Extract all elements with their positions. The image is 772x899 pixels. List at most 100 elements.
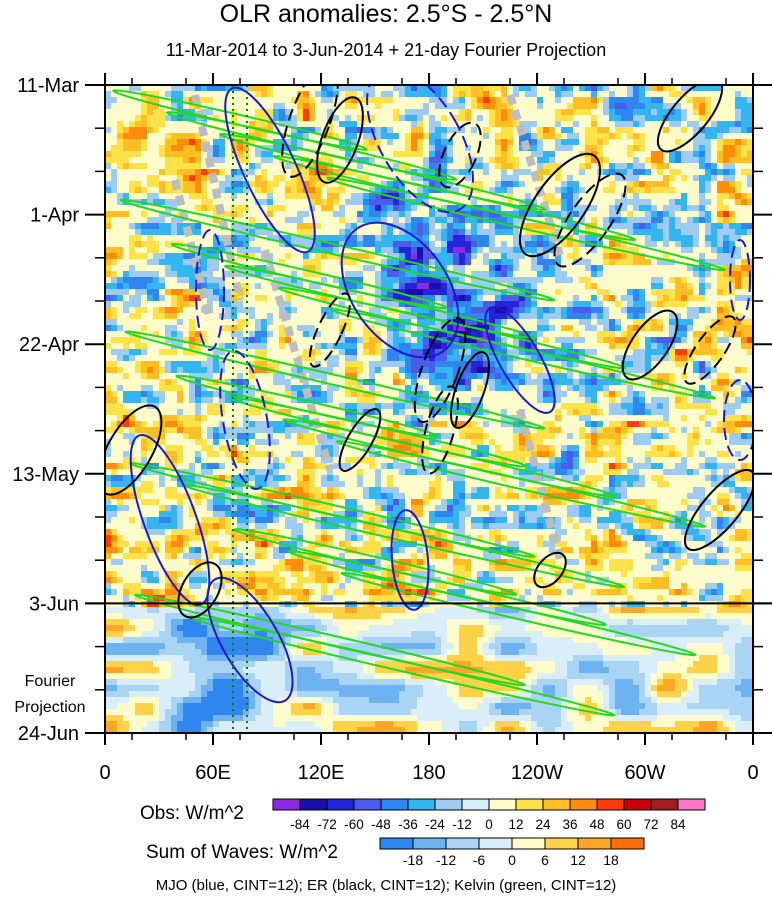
field-cell: [537, 157, 543, 163]
field-cell: [327, 247, 333, 253]
field-cell: [381, 283, 387, 289]
field-cell: [615, 439, 621, 445]
field-cell: [591, 121, 597, 127]
field-cell: [177, 229, 183, 235]
field-cell: [555, 259, 561, 265]
field-cell: [465, 91, 471, 97]
field-cell: [399, 493, 405, 499]
field-cell: [141, 133, 147, 139]
field-cell: [735, 535, 741, 541]
field-cell: [477, 97, 483, 103]
field-cell: [597, 439, 603, 445]
field-cell: [513, 157, 519, 163]
field-cell: [495, 247, 501, 253]
field-cell: [195, 433, 201, 439]
field-cell: [741, 121, 747, 127]
field-cell: [549, 127, 555, 133]
field-cell: [483, 205, 489, 211]
field-cell: [705, 439, 711, 445]
field-cell: [411, 145, 417, 151]
field-cell: [387, 211, 393, 217]
field-cell: [291, 115, 297, 121]
field-cell: [219, 157, 225, 163]
field-cell: [477, 409, 483, 415]
field-cell: [567, 91, 573, 97]
field-cell: [237, 493, 243, 499]
field-cell: [543, 475, 549, 481]
field-cell: [117, 163, 123, 169]
field-cell: [651, 421, 657, 427]
field-cell: [441, 211, 447, 217]
field-cell: [561, 223, 567, 229]
field-cell: [195, 169, 201, 175]
field-cell: [459, 499, 465, 505]
field-cell: [621, 397, 627, 403]
field-cell: [123, 277, 129, 283]
field-cell: [267, 493, 273, 499]
field-cell: [609, 259, 615, 265]
field-cell: [471, 247, 477, 253]
field-cell: [489, 301, 495, 307]
field-cell: [603, 139, 609, 145]
field-cell: [723, 181, 729, 187]
field-cell: [339, 517, 345, 523]
field-cell: [675, 109, 681, 115]
field-cell: [423, 331, 429, 337]
field-cell: [429, 247, 435, 253]
field-cell: [627, 199, 633, 205]
field-cell: [297, 193, 303, 199]
field-cell: [453, 115, 459, 121]
field-cell: [417, 241, 423, 247]
field-cell: [471, 187, 477, 193]
field-cell: [447, 139, 453, 145]
field-cell: [147, 199, 153, 205]
field-cell: [687, 121, 693, 127]
field-cell: [309, 175, 315, 181]
field-cell: [579, 259, 585, 265]
field-cell: [651, 475, 657, 481]
field-cell: [171, 169, 177, 175]
field-cell: [573, 199, 579, 205]
field-cell: [687, 313, 693, 319]
field-cell: [183, 421, 189, 427]
field-cell: [129, 253, 135, 259]
field-cell: [183, 337, 189, 343]
field-cell: [411, 529, 417, 535]
field-cell: [141, 307, 147, 313]
field-cell: [297, 469, 303, 475]
field-cell: [501, 451, 507, 457]
field-cell: [573, 103, 579, 109]
field-cell: [531, 439, 537, 445]
field-cell: [693, 127, 699, 133]
field-cell: [183, 259, 189, 265]
field-cell: [273, 373, 279, 379]
field-cell: [381, 403, 387, 409]
field-cell: [459, 301, 465, 307]
field-cell: [435, 385, 441, 391]
field-cell: [585, 103, 591, 109]
field-cell: [417, 421, 423, 427]
field-cell: [585, 307, 591, 313]
field-cell: [447, 475, 453, 481]
field-cell: [633, 145, 639, 151]
field-cell: [699, 199, 705, 205]
field-cell: [735, 181, 741, 187]
field-cell: [255, 511, 261, 517]
field-cell: [543, 193, 549, 199]
field-cell: [279, 139, 285, 145]
field-cell: [615, 391, 621, 397]
field-cell: [123, 487, 129, 493]
field-cell: [495, 361, 501, 367]
field-cell: [615, 127, 621, 133]
field-cell: [573, 229, 579, 235]
field-cell: [645, 109, 651, 115]
field-cell: [609, 379, 615, 385]
field-cell: [603, 433, 609, 439]
field-cell: [285, 307, 291, 313]
field-cell: [681, 295, 687, 301]
field-cell: [627, 361, 633, 367]
field-cell: [363, 193, 369, 199]
field-cell: [525, 133, 531, 139]
field-cell: [471, 463, 477, 469]
field-cell: [555, 121, 561, 127]
